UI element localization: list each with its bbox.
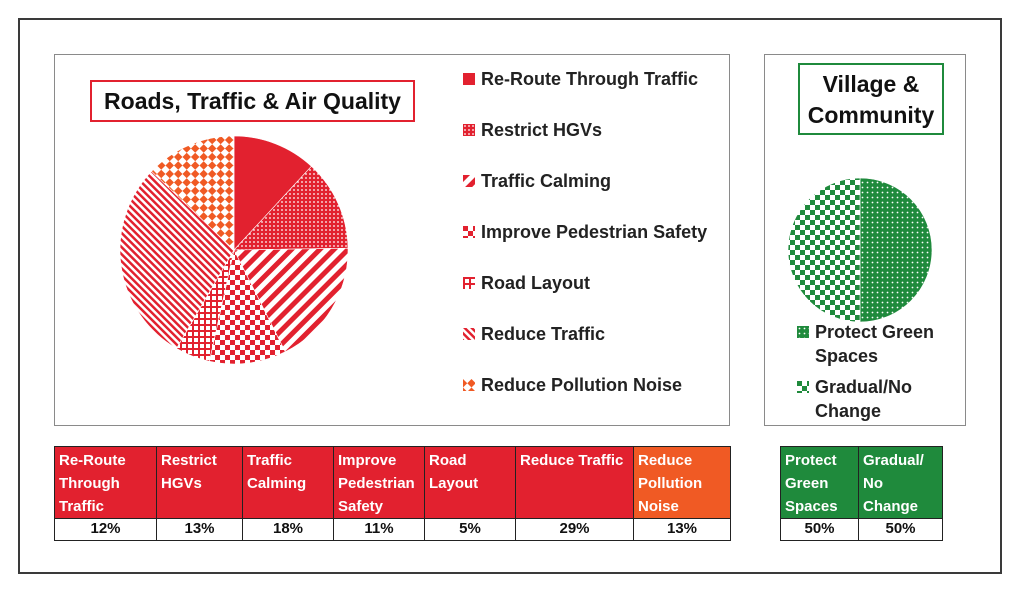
table-header-reduce-pollution-noise: Reduce Pollution Noise bbox=[633, 446, 731, 519]
table-value-restrict-hgvs: 13% bbox=[156, 518, 243, 541]
village-slice-protect-green-spaces bbox=[859, 177, 933, 323]
roads-slice-restrict-hgvs bbox=[233, 165, 349, 251]
roads-legend-swatch-reduce-traffic bbox=[463, 328, 475, 340]
village-header-row: Protect Green Spaces Gradual/ No Change bbox=[780, 446, 943, 519]
village-data-table: Protect Green Spaces Gradual/ No Change 5… bbox=[780, 446, 943, 541]
table-value-road-layout: 5% bbox=[424, 518, 516, 541]
table-value-reduce-pollution-noise: 13% bbox=[633, 518, 731, 541]
table-header-improve-pedestrian-safety: Improve Pedestrian Safety bbox=[333, 446, 425, 519]
roads-legend-swatch-reduce-pollution-noise bbox=[463, 379, 475, 391]
roads-legend-swatch-restrict-hgvs bbox=[463, 124, 475, 136]
roads-legend-label-reduce-pollution-noise: Reduce Pollution Noise bbox=[481, 375, 683, 395]
roads-data-table: Re-Route Through Traffic Restrict HGVs Tra… bbox=[54, 446, 731, 541]
table-header-road-layout: Road Layout bbox=[424, 446, 516, 519]
roads-slice-re-route-through-traffic bbox=[233, 135, 312, 251]
roads-slice-reduce-pollution-noise bbox=[151, 135, 235, 251]
roads-legend-swatch-re-route-through-traffic bbox=[463, 73, 475, 85]
outer-frame bbox=[18, 18, 1002, 574]
roads-legend-swatch-traffic-calming bbox=[463, 175, 475, 187]
village-slice-gradual-no-change bbox=[787, 177, 861, 323]
table-value-protect-green-spaces: 50% bbox=[780, 518, 859, 541]
table-value-improve-pedestrian-safety: 11% bbox=[333, 518, 425, 541]
roads-slice-reduce-traffic bbox=[119, 170, 235, 349]
table-value-traffic-calming: 18% bbox=[242, 518, 334, 541]
roads-legend-label-reduce-traffic: Reduce Traffic bbox=[481, 324, 606, 344]
roads-legend-label-improve-pedestrian-safety: Improve Pedestrian Safety bbox=[481, 222, 708, 242]
table-value-gradual-no-change: 50% bbox=[858, 518, 943, 541]
table-header-protect-green-spaces: Protect Green Spaces bbox=[780, 446, 859, 519]
table-value-re-route-through-traffic: 12% bbox=[54, 518, 157, 541]
roads-legend-label-re-route-through-traffic: Re-Route Through Traffic bbox=[481, 69, 698, 89]
village-legend-swatch-gradual-no-change bbox=[797, 381, 809, 393]
village-legend-label-protect-green-spaces: Protect Green Spaces bbox=[815, 322, 935, 366]
roads-legend-swatch-road-layout bbox=[463, 277, 475, 289]
roads-legend-swatch-improve-pedestrian-safety bbox=[463, 226, 475, 238]
village-legend-label-gradual-no-change: Gradual/No Change bbox=[815, 377, 913, 421]
roads-legend-label-road-layout: Road Layout bbox=[481, 273, 591, 293]
table-header-traffic-calming: Traffic Calming bbox=[242, 446, 334, 519]
table-header-gradual-no-change: Gradual/ No Change bbox=[858, 446, 943, 519]
table-value-reduce-traffic: 29% bbox=[515, 518, 634, 541]
village-value-row: 50% 50% bbox=[780, 518, 943, 541]
table-header-restrict-hgvs: Restrict HGVs bbox=[156, 446, 243, 519]
table-header-re-route-through-traffic: Re-Route Through Traffic bbox=[54, 446, 157, 519]
roads-legend-label-restrict-hgvs: Restrict HGVs bbox=[481, 120, 603, 140]
roads-value-row: 12% 13% 18% 11% 5% 29% 13% bbox=[54, 518, 731, 541]
table-header-reduce-traffic: Reduce Traffic bbox=[515, 446, 634, 519]
roads-slice-improve-pedestrian-safety bbox=[209, 249, 286, 365]
village-chart-title: Village & Community bbox=[798, 63, 944, 135]
roads-header-row: Re-Route Through Traffic Restrict HGVs Tra… bbox=[54, 446, 731, 519]
roads-slice-traffic-calming bbox=[233, 247, 349, 353]
village-legend-swatch-protect-green-spaces bbox=[797, 326, 809, 338]
roads-legend-label-traffic-calming: Traffic Calming bbox=[481, 171, 612, 191]
roads-chart-title: Roads, Traffic & Air Quality bbox=[90, 80, 415, 122]
